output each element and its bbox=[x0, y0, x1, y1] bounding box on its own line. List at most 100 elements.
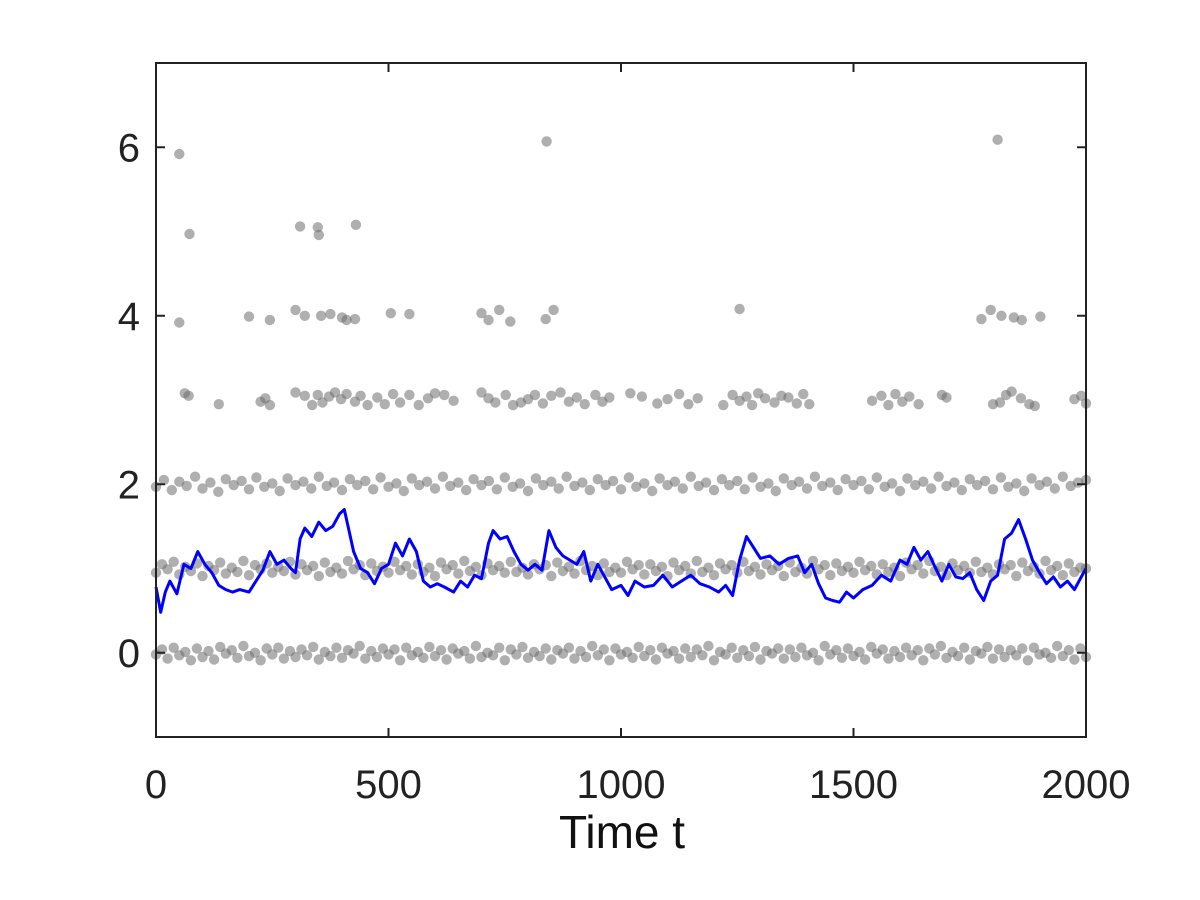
data-point bbox=[894, 570, 906, 582]
data-point bbox=[541, 136, 552, 147]
data-point bbox=[537, 398, 549, 409]
data-point bbox=[755, 654, 766, 665]
data-point bbox=[769, 397, 780, 408]
data-point bbox=[325, 308, 336, 320]
data-point bbox=[325, 650, 336, 662]
data-point bbox=[336, 484, 348, 496]
data-point bbox=[579, 399, 590, 410]
data-point bbox=[344, 474, 356, 485]
data-point bbox=[453, 568, 464, 579]
data-point bbox=[569, 653, 580, 664]
data-point bbox=[1041, 476, 1053, 487]
data-point bbox=[652, 398, 663, 409]
data-point bbox=[650, 654, 662, 665]
data-point bbox=[540, 313, 551, 325]
data-point bbox=[540, 643, 551, 654]
data-point bbox=[312, 222, 323, 233]
data-point bbox=[992, 134, 1003, 145]
data-point bbox=[522, 485, 534, 497]
data-point bbox=[213, 486, 224, 497]
data-point bbox=[703, 562, 714, 573]
data-point bbox=[819, 640, 830, 652]
data-point bbox=[1057, 471, 1069, 482]
data-point bbox=[350, 219, 362, 230]
data-point bbox=[299, 310, 310, 321]
data-point bbox=[790, 651, 801, 663]
data-point bbox=[529, 389, 541, 401]
data-point bbox=[476, 308, 487, 319]
data-point bbox=[697, 650, 708, 661]
data-point bbox=[166, 484, 177, 496]
data-point bbox=[726, 559, 737, 571]
data-point bbox=[313, 570, 324, 582]
data-point bbox=[669, 476, 681, 487]
x-tick-label: 0 bbox=[145, 763, 167, 807]
data-point bbox=[1069, 654, 1080, 665]
data-point bbox=[625, 388, 636, 399]
data-point bbox=[801, 483, 813, 494]
data-point bbox=[307, 399, 318, 411]
data-point bbox=[308, 560, 319, 572]
data-point bbox=[563, 396, 575, 407]
data-point bbox=[464, 653, 476, 664]
data-point bbox=[720, 649, 731, 660]
x-tick-label: 500 bbox=[355, 763, 422, 807]
data-point bbox=[902, 473, 913, 484]
data-point bbox=[763, 478, 774, 489]
data-point bbox=[994, 397, 1006, 408]
data-point bbox=[312, 389, 323, 401]
data-point bbox=[813, 655, 824, 666]
data-point bbox=[298, 476, 309, 487]
data-point bbox=[1035, 311, 1046, 322]
data-point bbox=[964, 654, 975, 665]
axes bbox=[155, 62, 1087, 738]
data-point bbox=[747, 472, 758, 483]
data-point bbox=[349, 313, 361, 325]
data-point bbox=[985, 304, 996, 316]
data-point bbox=[654, 473, 665, 484]
x-tick-label: 1000 bbox=[577, 763, 666, 807]
data-point bbox=[773, 643, 784, 654]
data-point bbox=[571, 392, 582, 403]
data-point bbox=[158, 474, 170, 486]
data-point bbox=[890, 388, 901, 400]
data-point bbox=[976, 648, 987, 659]
data-point bbox=[468, 474, 479, 485]
data-point bbox=[348, 648, 359, 659]
data-point bbox=[413, 399, 424, 411]
data-point bbox=[205, 477, 216, 488]
data-point bbox=[360, 475, 371, 487]
data-point bbox=[360, 653, 371, 664]
data-point bbox=[197, 483, 208, 494]
data-point bbox=[354, 640, 365, 652]
data-point bbox=[703, 640, 714, 652]
y-tick-label: 2 bbox=[118, 463, 140, 507]
data-point bbox=[499, 655, 510, 666]
data-point bbox=[876, 390, 887, 401]
data-point bbox=[633, 641, 644, 653]
data-point bbox=[273, 642, 284, 653]
data-point bbox=[778, 473, 789, 484]
data-point bbox=[313, 654, 324, 665]
data-point bbox=[162, 653, 173, 664]
data-point bbox=[1003, 481, 1014, 492]
data-point bbox=[366, 558, 377, 569]
data-point bbox=[949, 477, 960, 488]
data-point bbox=[995, 472, 1007, 483]
data-point bbox=[755, 481, 766, 492]
data-point bbox=[267, 478, 278, 489]
data-point bbox=[668, 645, 679, 657]
data-point bbox=[299, 390, 310, 401]
data-point bbox=[1015, 393, 1027, 404]
data-point bbox=[941, 392, 952, 403]
data-point bbox=[577, 477, 588, 488]
x-axis-label: Time t bbox=[559, 806, 685, 858]
data-point bbox=[683, 399, 694, 410]
data-point bbox=[185, 655, 197, 666]
data-point bbox=[228, 479, 239, 491]
data-point bbox=[999, 651, 1010, 663]
data-point bbox=[910, 479, 921, 491]
data-point bbox=[972, 479, 983, 491]
data-point bbox=[385, 308, 396, 319]
